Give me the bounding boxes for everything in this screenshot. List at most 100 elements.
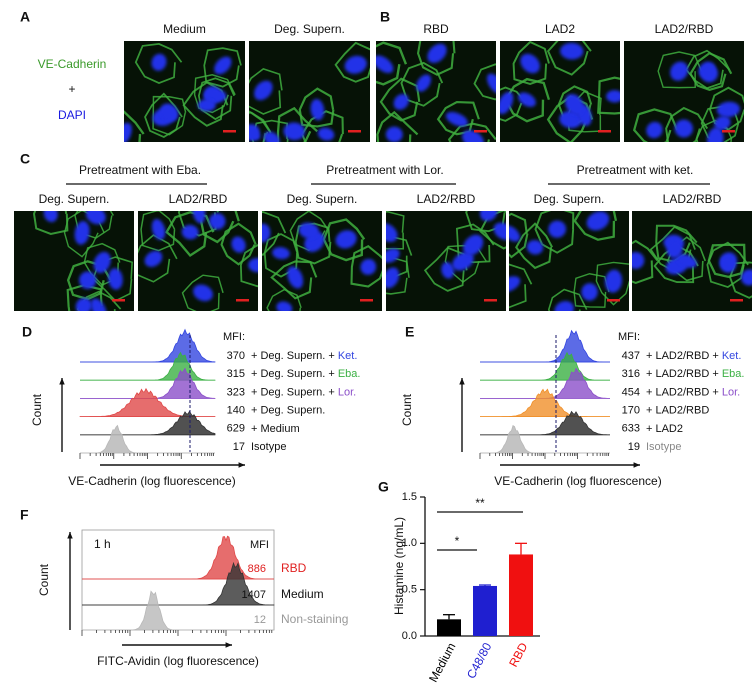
micrograph: [262, 211, 382, 311]
image-title: Deg. Supern.: [274, 22, 345, 36]
x-tick-label: RBD: [506, 640, 530, 669]
bar: [473, 585, 497, 636]
mfi-value: 316: [622, 368, 640, 380]
cell-border: [479, 211, 506, 250]
cell-border: [124, 110, 145, 142]
x-axis-label: VE-Cadherin (log fluorescence): [494, 474, 661, 488]
nucleus: [151, 218, 166, 240]
nucleus: [581, 283, 598, 301]
x-axis-label: FITC-Avidin (log fluorescence): [97, 654, 259, 668]
mfi-header: MFI:: [223, 331, 245, 343]
nucleus: [74, 220, 90, 245]
row-agent: Lor.: [338, 386, 356, 398]
row-label: Isotype: [646, 441, 681, 453]
row-label-text: + Deg. Supern. +: [251, 368, 335, 380]
cell-border: [239, 244, 258, 288]
nucleus: [548, 220, 567, 238]
micrograph: [632, 211, 752, 311]
nucleus: [509, 276, 521, 293]
scale-bar: [730, 299, 743, 302]
row-label-text: + Deg. Supern. +: [251, 350, 335, 362]
row-label: + Medium: [251, 423, 300, 435]
row-label: Isotype: [251, 441, 286, 453]
error-bar: [443, 614, 455, 620]
stain-label: VE-Cadherin: [38, 57, 107, 71]
nucleus: [462, 130, 484, 142]
cell-border: [386, 211, 405, 250]
cell-border: [547, 288, 588, 311]
nucleus: [520, 53, 540, 74]
image-title: Medium: [163, 22, 206, 36]
row-label: Medium: [281, 587, 324, 601]
nucleus: [204, 88, 227, 103]
micrograph: [386, 211, 506, 311]
nucleus: [144, 250, 163, 267]
bar: [509, 554, 533, 636]
nucleus: [272, 247, 290, 260]
cell-border: [138, 234, 178, 283]
cell-border: [689, 52, 733, 91]
cell-border: [573, 211, 618, 241]
row-label-text: + LAD2/RBD: [646, 405, 709, 417]
x-axis-label: VE-Cadherin (log fluorescence): [68, 474, 235, 488]
nucleus: [181, 224, 199, 240]
micrograph: [624, 41, 744, 142]
mfi-header: MFI:: [618, 331, 640, 343]
nucleus: [108, 268, 123, 290]
panel-label: F: [20, 507, 29, 523]
bar: [437, 619, 461, 636]
nucleus: [360, 258, 377, 275]
stain-label: +: [68, 82, 75, 96]
cell-border: [193, 74, 236, 114]
cell-border: [632, 239, 659, 285]
nucleus: [716, 101, 740, 118]
cell-border: [152, 95, 187, 136]
image-title: LAD2/RBD: [655, 22, 714, 36]
nucleus: [445, 111, 468, 127]
nucleus: [85, 211, 106, 225]
arrow-head: [459, 378, 465, 385]
cell-border: [262, 211, 287, 257]
nucleus: [335, 230, 357, 249]
error-bar: [515, 542, 527, 555]
nucleus: [606, 90, 620, 103]
micrograph: [249, 41, 370, 142]
cell-border: [447, 122, 496, 142]
nucleus: [386, 267, 400, 289]
scale-bar: [474, 130, 487, 133]
nucleus: [385, 126, 403, 142]
y-axis-label: Count: [37, 563, 51, 596]
nucleus: [559, 110, 582, 129]
y-tick-label: 1.0: [402, 537, 417, 549]
cell-border: [66, 284, 103, 311]
nucleus: [231, 236, 246, 253]
row-label-text: + Medium: [251, 423, 300, 435]
mfi-value: 170: [622, 405, 640, 417]
cell-border: [177, 211, 220, 237]
row-agent: Ket.: [338, 350, 358, 362]
row-agent: Eba.: [722, 368, 745, 380]
cell-border: [266, 288, 302, 311]
nucleus: [493, 222, 506, 241]
nucleus: [479, 211, 498, 222]
cell-border: [665, 106, 709, 142]
nucleus: [124, 122, 132, 142]
cell-border: [400, 61, 444, 107]
nucleus: [276, 301, 293, 311]
row-label: + LAD2/RBD + Ket.: [646, 350, 741, 362]
mfi-value: 323: [227, 386, 245, 398]
nucleus: [192, 211, 206, 224]
row-label-text: + Deg. Supern.: [251, 405, 325, 417]
cell-border: [595, 261, 629, 306]
row-label: + Deg. Supern. + Eba.: [251, 368, 360, 380]
mfi-value: 140: [227, 405, 245, 417]
mfi-header: MFI: [250, 539, 269, 551]
cell-border: [509, 263, 533, 309]
nucleus: [666, 241, 683, 259]
row-label: + LAD2/RBD + Eba.: [646, 368, 744, 380]
arrow-head: [59, 378, 65, 385]
nucleus: [714, 115, 731, 131]
row-label-text: + LAD2/RBD +: [646, 386, 719, 398]
mfi-value: 886: [248, 563, 266, 575]
